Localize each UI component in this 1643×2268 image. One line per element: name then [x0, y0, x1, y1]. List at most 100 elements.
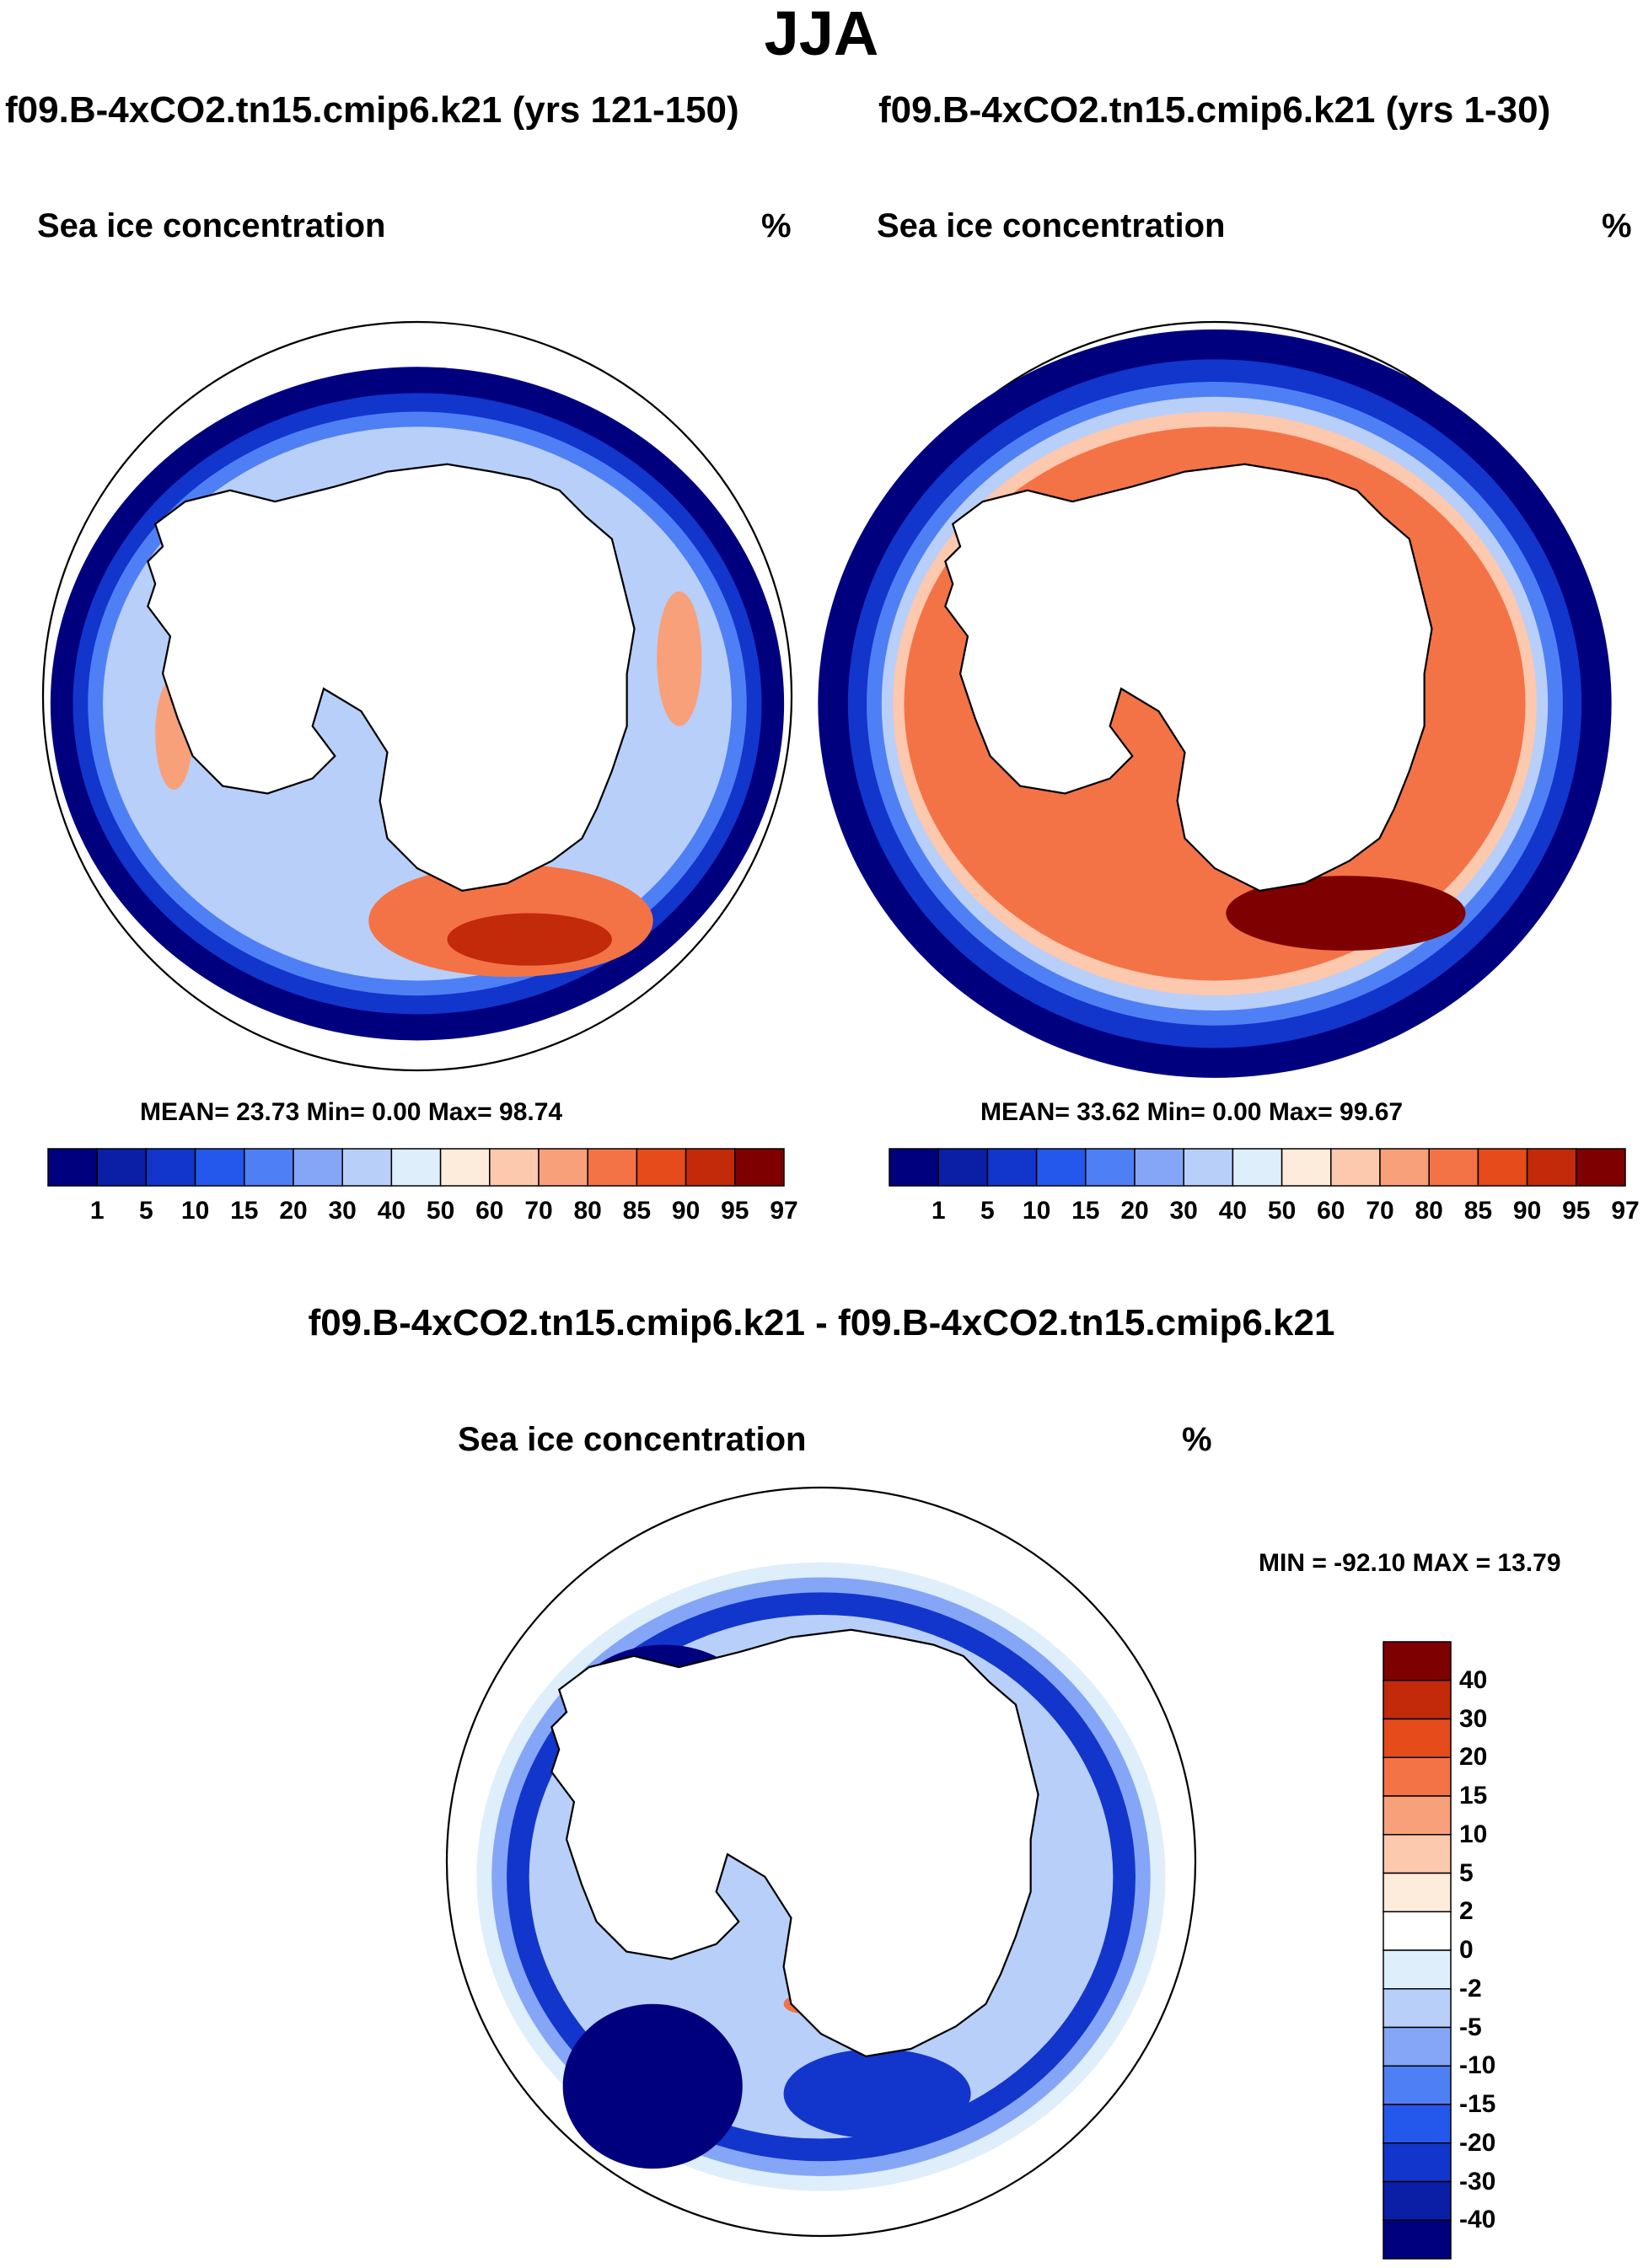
panel3-colorbar-swatch [1383, 1718, 1452, 1758]
panel2-colorbar-swatch [1035, 1148, 1087, 1187]
panel3-colorbar-tick-label: 2 [1459, 1897, 1474, 1926]
panel2-colorbar-swatch [889, 1148, 939, 1187]
panel2-colorbar [889, 1148, 1626, 1187]
panel3-colorbar-tick-label: 20 [1459, 1743, 1488, 1772]
panel3-colorbar-swatch [1383, 2219, 1452, 2260]
panel1-colorbar-tick-label: 20 [279, 1197, 308, 1225]
panel1-map [43, 322, 792, 1070]
panel2-colorbar-swatch [1281, 1148, 1332, 1187]
panel3-colorbar-tick-label: 5 [1459, 1858, 1474, 1887]
panel3-colorbar-swatch [1383, 2065, 1452, 2105]
panel2-colorbar-tick-label: 15 [1071, 1197, 1100, 1225]
panel1-colorbar-tick-label: 5 [139, 1197, 153, 1225]
panel1-colorbar-swatch [194, 1148, 245, 1187]
panel2-colorbar-swatch [1085, 1148, 1136, 1187]
panel2-colorbar-swatch [937, 1148, 989, 1187]
panel3-colorbar-tick-label: 15 [1459, 1782, 1488, 1810]
panel3-field-label: Sea ice concentration [458, 1421, 807, 1458]
panel1-colorbar-tick-label: 15 [230, 1197, 259, 1225]
panel1-colorbar-swatch [685, 1148, 736, 1187]
panel3-colorbar-swatch [1383, 1911, 1452, 1951]
panel1-colorbar-swatch [341, 1148, 393, 1187]
panel1-colorbar-tick-label: 90 [671, 1197, 701, 1225]
panel1-colorbar-tick-label: 50 [426, 1197, 455, 1225]
panel3-case-title: f09.B-4xCO2.tn15.cmip6.k21 - f09.B-4xCO2… [308, 1302, 1335, 1343]
panel3-colorbar-tick-label: -2 [1459, 1974, 1482, 2003]
panel2-map [818, 322, 1611, 1078]
panel1-units: % [761, 207, 792, 244]
panel3-colorbar-tick-label: -30 [1459, 2167, 1496, 2196]
panel3-stats: MIN = -92.10 MAX = 13.79 [1259, 1549, 1561, 1577]
panel2-colorbar-swatch [1232, 1148, 1283, 1187]
panel1-stats: MEAN= 23.73 Min= 0.00 Max= 98.74 [140, 1098, 563, 1126]
panel1-colorbar-swatch [734, 1148, 785, 1187]
panel2-colorbar-tick-label: 95 [1562, 1197, 1591, 1225]
panel2-colorbar-swatch [1477, 1148, 1528, 1187]
panel3-colorbar-swatch [1383, 1641, 1452, 1681]
panel2-case-title: f09.B-4xCO2.tn15.cmip6.k21 (yrs 1-30) [878, 89, 1551, 131]
panel2-units: % [1602, 207, 1632, 244]
panel2-colorbar-tick-label: 85 [1463, 1197, 1493, 1225]
panel3-colorbar-swatch [1383, 1988, 1452, 2029]
panel3-colorbar-tick-label: 0 [1459, 1936, 1474, 1964]
panel3-colorbar-swatch [1383, 1834, 1452, 1874]
panel3-colorbar-tick-label: -5 [1459, 2013, 1482, 2041]
panel3-colorbar-tick-label: 30 [1459, 1704, 1488, 1733]
panel3-colorbar-swatch [1383, 2142, 1452, 2183]
panel2-colorbar-swatch [1330, 1148, 1381, 1187]
panel2-colorbar-swatch [986, 1148, 1038, 1187]
panel1-case-title: f09.B-4xCO2.tn15.cmip6.k21 (yrs 121-150) [5, 89, 739, 131]
panel2-colorbar-tick-label: 20 [1120, 1197, 1149, 1225]
panel1-colorbar-tick-label: 30 [328, 1197, 357, 1225]
panel2-colorbar-tick-label: 5 [980, 1197, 995, 1225]
panel2-colorbar-tick-label: 70 [1366, 1197, 1394, 1225]
panel1-colorbar-tick-label: 1 [89, 1197, 105, 1225]
panel1-colorbar [47, 1148, 785, 1187]
panel3-colorbar-tick-label: 10 [1459, 1820, 1488, 1848]
panel1-colorbar-swatch [587, 1148, 638, 1187]
panel1-colorbar-swatch [636, 1148, 687, 1187]
panel1-field-label: Sea ice concentration [37, 207, 386, 244]
panel3-colorbar-swatch [1383, 1795, 1452, 1836]
panel2-colorbar-swatch [1379, 1148, 1430, 1187]
panel1-colorbar-swatch [47, 1148, 98, 1187]
panel2-colorbar-tick-label: 80 [1415, 1197, 1443, 1225]
panel2-colorbar-swatch [1428, 1148, 1479, 1187]
panel1-colorbar-tick-label: 97 [770, 1197, 798, 1225]
panel2-colorbar-tick-label: 90 [1512, 1197, 1542, 1225]
panel2-colorbar-swatch [1134, 1148, 1184, 1187]
panel3-colorbar-tick-label: -40 [1459, 2206, 1496, 2234]
panel2-stats: MEAN= 33.62 Min= 0.00 Max= 99.67 [980, 1098, 1404, 1126]
panel1-colorbar-swatch [390, 1148, 442, 1187]
panel2-colorbar-tick-label: 97 [1611, 1197, 1640, 1225]
panel3-colorbar-tick-label: -10 [1459, 2051, 1496, 2080]
panel2-colorbar-swatch [1183, 1148, 1234, 1187]
panel1-colorbar-swatch [293, 1148, 343, 1187]
panel3-colorbar-tick-label: 40 [1459, 1665, 1488, 1694]
panel2-colorbar-swatch [1526, 1148, 1577, 1187]
panel1-colorbar-tick-label: 85 [622, 1197, 652, 1225]
panel3-colorbar-swatch [1383, 1872, 1452, 1912]
panel1-colorbar-swatch [96, 1148, 148, 1187]
panel1-colorbar-swatch [489, 1148, 540, 1187]
panel3-colorbar-swatch [1383, 1756, 1452, 1797]
panel1-colorbar-tick-label: 10 [180, 1197, 210, 1225]
panel2-colorbar-tick-label: 50 [1267, 1197, 1297, 1225]
panel2-field-label: Sea ice concentration [877, 207, 1226, 244]
panel1-colorbar-swatch [538, 1148, 588, 1187]
panel1-colorbar-tick-label: 70 [524, 1197, 553, 1225]
panel1-colorbar-tick-label: 95 [721, 1197, 749, 1225]
panel1-colorbar-tick-label: 40 [377, 1197, 406, 1225]
panel1-colorbar-tick-label: 80 [573, 1197, 602, 1225]
panel3-map [447, 1488, 1195, 2236]
panel2-colorbar-tick-label: 60 [1317, 1197, 1345, 1225]
panel2-colorbar-tick-label: 40 [1218, 1197, 1248, 1225]
panel1-colorbar-swatch [145, 1148, 196, 1187]
panel1-colorbar-swatch [244, 1148, 294, 1187]
panel2-colorbar-tick-label: 1 [931, 1197, 946, 1225]
panel3-colorbar-tick-label: -20 [1459, 2128, 1496, 2157]
panel3-colorbar-swatch [1383, 2180, 1452, 2221]
panel2-colorbar-tick-label: 30 [1169, 1197, 1198, 1225]
panel3-colorbar-swatch [1383, 2104, 1452, 2144]
